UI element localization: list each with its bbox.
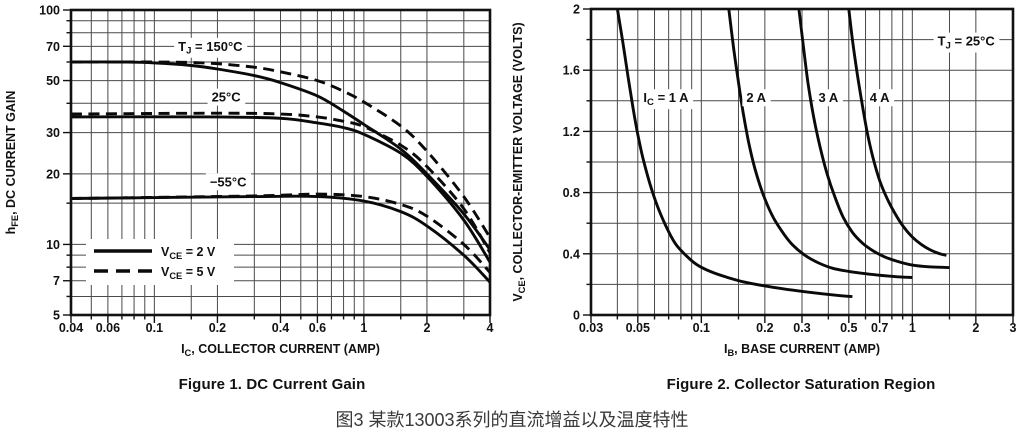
curve [847,8,947,257]
curve-label: 2 A [746,90,766,105]
curve [797,8,950,270]
label-background [933,32,1000,53]
curve-labels: IC = 1 A 2 A 3 A 4 A TJ = 25°C [639,32,1000,110]
series-curves [615,8,950,299]
curve-label: 3 A [818,90,838,105]
y-tick-label: 10 [46,238,60,252]
figure2-chart: IC = 1 A 2 A 3 A 4 A TJ = 25°C 0 0.4 0.8 1.2 1.6 2… [511,3,1017,358]
x-tick-label: 4 [487,321,494,335]
y-tick-label: 1.2 [563,125,580,139]
curve-label: TJ = 150°C [178,39,243,57]
label-background [639,89,694,110]
curve [70,115,492,263]
x-tick-label: 2 [972,321,979,335]
x-tick-label: 1 [360,321,367,335]
figure1-chart: TJ = 150°C 25°C −55°C VCE = 2 V VCE = 5 V 5 7 1… [4,4,494,358]
x-tick-label: 0.2 [209,321,226,335]
legend-background [86,239,234,285]
y-tick-label: 30 [46,126,60,140]
curve-label: 25°C [212,90,242,105]
tick-marks [583,8,1014,323]
x-tick-label: 0.7 [871,321,888,335]
grid [590,8,1014,316]
curve-label: TJ = 25°C [938,34,996,52]
main-caption: 图3 某款13003系列的直流增益以及温度特性 [335,410,689,430]
label-background [814,89,843,107]
curve [70,192,492,274]
x-axis-title: IB, BASE CURRENT (AMP) [724,342,880,358]
legend-label: VCE = 2 V [161,245,216,261]
x-tick-label: 1 [909,321,916,335]
axis-tick-labels: 0 0.4 0.8 1.2 1.6 2 0.03 0.05 0.1 0.2 0.3 0.5 0.7 1 2 3 [563,3,1017,336]
x-axis-title: IC, COLLECTOR CURRENT (AMP) [181,342,380,358]
label-background [207,88,246,106]
plot-frame [69,8,492,317]
y-tick-label: 0.8 [563,186,580,200]
y-tick-label: 1.6 [563,64,580,78]
y-axis-title: VCE, COLLECTOR-EMITTER VOLTAGE (VOLTS) [511,22,527,301]
curve-label: 4 A [870,90,890,105]
x-tick-label: 0.04 [59,321,83,335]
y-tick-label: 50 [46,74,60,88]
x-tick-label: 0.06 [96,321,120,335]
y-axis-title: hFE, DC CURRENT GAIN [4,91,20,235]
curve [70,60,492,251]
curve [70,111,492,254]
x-tick-label: 0.3 [793,321,810,335]
x-tick-label: 0.4 [272,321,289,335]
curve-labels: TJ = 150°C 25°C −55°C [174,37,252,191]
x-tick-label: 0.1 [693,321,710,335]
curve [615,8,853,299]
y-tick-label: 100 [39,4,60,18]
curve [727,8,913,279]
axis-tick-labels: 5 7 10 20 30 50 70 100 0.04 0.06 0.1 0.2 0.4 0.6 1 2 4 [39,4,493,336]
curve [70,194,492,284]
y-tick-label: 2 [573,3,580,17]
y-tick-label: 7 [53,274,60,288]
curve-label: −55°C [210,174,247,189]
y-tick-label: 0.4 [563,247,580,261]
legend-label: VCE = 5 V [161,265,216,281]
figure1-caption: Figure 1. DC Current Gain [178,376,366,393]
x-tick-label: 0.6 [309,321,326,335]
x-tick-label: 0.1 [146,321,163,335]
x-tick-label: 0.5 [840,321,857,335]
label-background [174,37,248,58]
label-background [205,173,252,191]
y-tick-label: 20 [46,167,60,181]
y-tick-label: 70 [46,40,60,54]
x-tick-label: 3 [1010,321,1017,335]
y-tick-label: 5 [53,309,60,323]
legend: VCE = 2 V VCE = 5 V [86,239,234,285]
figure2-caption: Figure 2. Collector Saturation Region [666,376,936,393]
series-curves [70,60,492,284]
x-tick-label: 2 [423,321,430,335]
x-tick-label: 0.2 [756,321,773,335]
x-tick-label: 0.03 [579,321,603,335]
curve-label: IC = 1 A [643,90,689,108]
plot-frame [589,7,1015,317]
x-tick-label: 0.05 [626,321,650,335]
label-background [742,89,771,107]
label-background [865,89,895,107]
y-tick-label: 0 [573,309,580,323]
curve [70,60,492,239]
